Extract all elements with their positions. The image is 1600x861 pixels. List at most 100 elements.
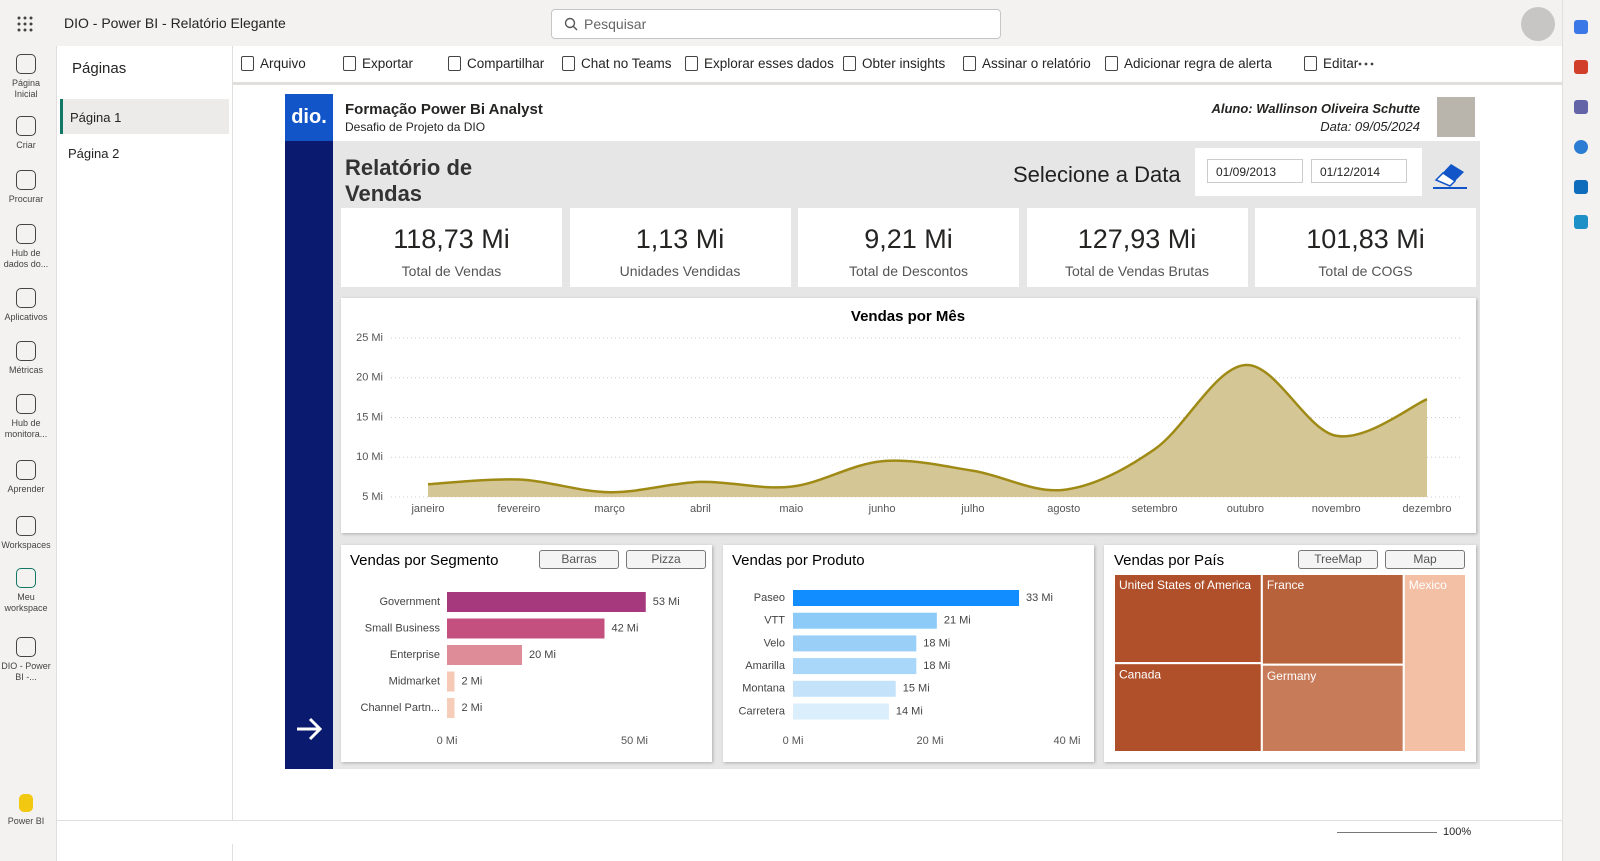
date-start[interactable]: 01/09/2013 [1207,159,1303,183]
toolbar-icon [1105,56,1118,71]
y-tick-label: 10 Mi [356,451,383,463]
x-tick-label: abril [690,503,711,515]
nav-item[interactable]: Criar [0,116,52,151]
side-bar: dio. [285,94,333,769]
toolbar-button[interactable]: Adicionar regra de alerta [1105,56,1272,71]
category-label: Carretera [739,705,786,717]
nav-item[interactable]: Hub de dados do... [0,224,52,270]
nav-label: Power BI [7,816,45,826]
data-label: 18 Mi [923,660,950,672]
treemap-tile[interactable] [1260,573,1405,666]
app-icon[interactable] [1574,180,1588,194]
date-end[interactable]: 01/12/2014 [1311,159,1407,183]
report-title[interactable]: DIO - Power BI - Relatório Elegante [64,15,286,31]
toolbar-icon [562,56,575,71]
x-tick-label: agosto [1047,503,1080,515]
toolbar-button[interactable]: Chat no Teams [562,56,672,71]
nav-label: Métricas [8,365,43,375]
avatar[interactable] [1521,7,1555,41]
tile-label: Canada [1119,667,1161,681]
eraser-button[interactable] [1431,156,1471,190]
more-button[interactable] [1358,62,1374,66]
x-tick-label: 20 Mi [917,735,944,747]
kpi-value: 9,21 Mi [864,224,953,254]
kpi-value: 1,13 Mi [635,224,725,254]
app-icon[interactable] [1574,20,1588,34]
nav-label: Workspaces [1,540,51,550]
student: Aluno: Wallinson Oliveira Schutte [1211,101,1420,116]
toolbar: Arquivo Exportar Compartilhar Chat no Teams… [233,46,1562,85]
nav-item[interactable]: Power BI [0,794,52,827]
left-nav: Página Inicial Criar Procurar Hub de dados … [0,46,57,861]
toolbar-button[interactable]: Assinar o relatório [963,56,1091,71]
x-tick-label: novembro [1312,503,1361,515]
toolbar-label: Adicionar regra de alerta [1124,56,1272,71]
logo: dio. [285,94,333,141]
kpi-label: Total de Vendas Brutas [1065,263,1209,279]
line [427,363,1428,494]
toolbar-button[interactable]: Arquivo [241,56,306,71]
kpi-card: 101,83 Mi Total de COGS [1255,208,1476,287]
nav-item[interactable]: Aprender [0,460,52,495]
nav-label: Aprender [7,484,45,494]
visual-button[interactable]: Pizza [626,550,706,569]
page-tab-label: Página 1 [70,110,122,125]
toolbar-button[interactable]: Exportar [343,56,413,71]
treemap-tile[interactable] [1113,573,1263,665]
page-tab-label[interactable]: Página 2 [68,146,120,161]
toolbar-button[interactable]: Editar [1304,56,1358,71]
nav-label: Hub de monitora... [4,418,48,439]
kpi-card: 118,73 Mi Total de Vendas [341,208,562,287]
nav-item[interactable]: DIO - Power BI -... [0,637,52,683]
category-label: Channel Partn... [361,702,441,714]
bar [793,658,917,675]
category-label: Montana [742,683,786,695]
page-tab[interactable]: Página 1 [60,99,229,134]
app-icon[interactable] [1574,100,1588,114]
visual-button[interactable]: Barras [539,550,619,569]
header-subtitle: Desafio de Projeto da DIO [345,120,486,134]
nav-item[interactable]: Meu workspace [0,568,52,614]
kpi-label: Unidades Vendidas [619,263,741,279]
bar [447,618,605,639]
zoom-slider[interactable] [1337,832,1437,833]
toolbar-button[interactable]: Compartilhar [448,56,544,71]
toolbar-button[interactable]: Obter insights [843,56,945,71]
nav-label: Página Inicial [11,78,41,99]
nav-icon [16,637,36,657]
visual-button[interactable]: TreeMap [1298,550,1378,569]
app-icon[interactable] [1574,60,1588,74]
x-tick-label: 0 Mi [783,735,804,747]
bar [793,635,917,652]
visual: Vendas por Segmento 0 Mi 50 Mi Government 53… [341,545,712,762]
search-icon [564,17,578,31]
toolbar-label: Assinar o relatório [982,56,1091,71]
nav-item[interactable]: Página Inicial [0,54,52,100]
data-label: 42 Mi [612,622,639,634]
toolbar-label: Exportar [362,56,414,71]
nav-label: Meu workspace [4,592,48,613]
bar [793,590,1020,606]
app-launcher[interactable] [16,15,34,33]
next-arrow[interactable] [294,714,324,744]
tile-label: Germany [1267,669,1316,683]
x-tick-label: fevereiro [497,503,540,515]
app-icon[interactable] [1574,140,1588,154]
treemap-tile[interactable] [1402,573,1467,753]
visual-svg: Vendas por Produto 0 Mi 20 Mi 40 Mi Paseo 33 … [732,552,1080,747]
visual: Vendas por País United States of America C… [1104,545,1476,762]
treemap-tile[interactable] [1113,662,1263,753]
x-tick-label: janeiro [410,503,444,515]
nav-item[interactable]: Workspaces [0,516,52,551]
search-box[interactable]: Pesquisar [551,9,1001,39]
nav-item[interactable]: Hub de monitora... [0,394,52,440]
toolbar-icon [963,56,976,71]
app-icon[interactable] [1574,215,1588,229]
toolbar-button[interactable]: Explorar esses dados [685,56,834,71]
nav-item[interactable]: Métricas [0,341,52,376]
visual-button[interactable]: Map [1385,550,1465,569]
data-label: 33 Mi [1026,592,1053,604]
nav-item[interactable]: Procurar [0,170,52,205]
nav-item[interactable]: Aplicativos [0,288,52,323]
